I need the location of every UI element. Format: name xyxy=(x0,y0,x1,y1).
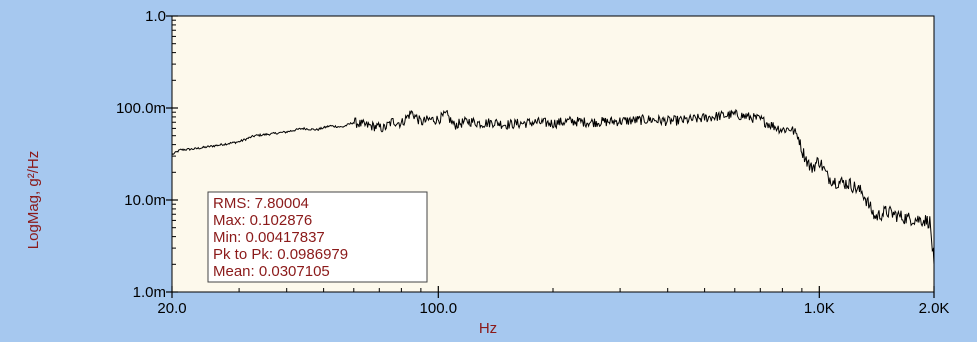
y-tick-label: 10.0m xyxy=(124,192,166,209)
y-tick-label: 1.0 xyxy=(145,8,166,25)
series-line xyxy=(171,108,935,265)
x-tick-label: 20.0 xyxy=(157,300,186,317)
stats-max: Max: 0.102876 xyxy=(213,212,312,229)
stats-box-frame xyxy=(207,191,428,283)
x-tick-label: 100.0 xyxy=(420,300,458,317)
x-tick-label: 2.0K xyxy=(919,300,950,317)
stats-pk-to-pk: Pk to Pk: 0.0986979 xyxy=(213,246,348,263)
stats-mean: Mean: 0.0307105 xyxy=(213,263,330,280)
y-tick-label: 1.0m xyxy=(133,284,166,301)
y-tick-label: 100.0m xyxy=(116,100,166,117)
series-group xyxy=(171,108,935,265)
stats-min: Min: 0.00417837 xyxy=(213,229,325,246)
y-axis-title: LogMag, g²/Hz xyxy=(25,151,42,249)
stats-rms: RMS: 7.80004 xyxy=(213,195,309,212)
x-tick-label: 1.0K xyxy=(804,300,835,317)
x-axis-title: Hz xyxy=(479,320,497,337)
stats-box: RMS: 7.80004 Max: 0.102876 Min: 0.004178… xyxy=(207,191,428,283)
